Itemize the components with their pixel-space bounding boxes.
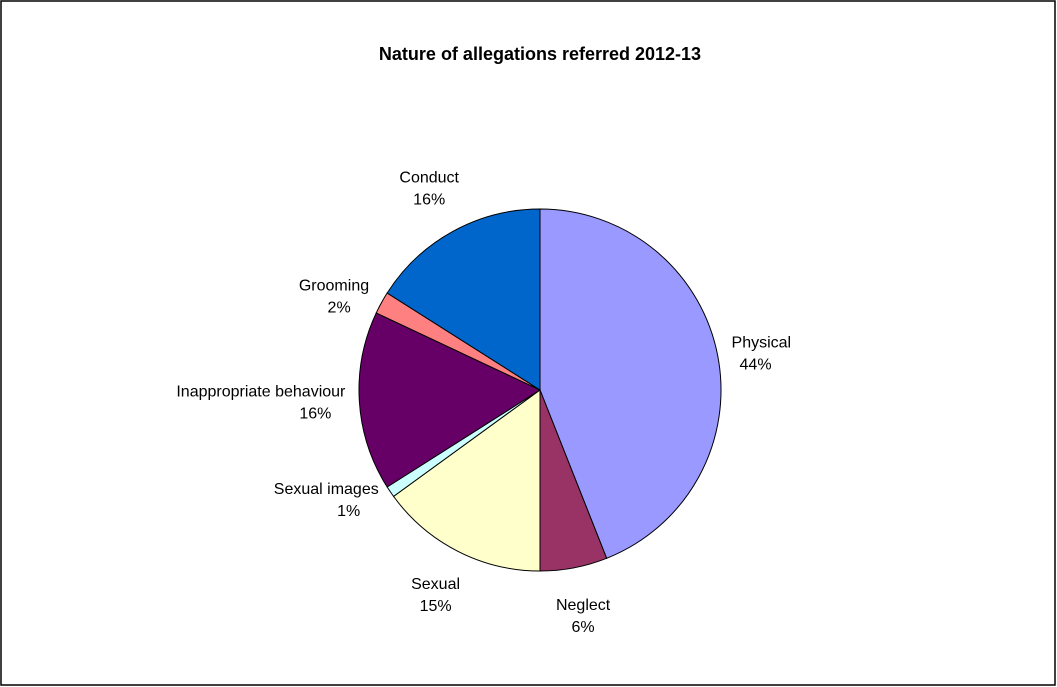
value-label: 2% — [328, 299, 351, 316]
value-label: 16% — [413, 192, 445, 209]
value-label: 44% — [740, 357, 772, 374]
slice-label: Sexual — [411, 576, 460, 593]
slice-label: Neglect — [556, 597, 611, 614]
value-label: 6% — [572, 619, 595, 636]
value-label: 15% — [420, 598, 452, 615]
slice-label: Conduct — [399, 170, 459, 187]
pie-slice — [386, 208, 541, 391]
value-label: 16% — [299, 405, 331, 422]
value-label: 1% — [337, 503, 360, 520]
chart-title: Nature of allegations referred 2012-13 — [379, 44, 701, 64]
slice-label: Inappropriate behaviour — [176, 383, 346, 400]
slice-label: Physical — [732, 335, 792, 352]
slice-label: Grooming — [299, 277, 369, 294]
slice-label: Sexual images — [274, 481, 379, 498]
pie-slice — [539, 208, 722, 559]
pie-slice — [392, 389, 541, 572]
pie-slice — [358, 312, 542, 488]
